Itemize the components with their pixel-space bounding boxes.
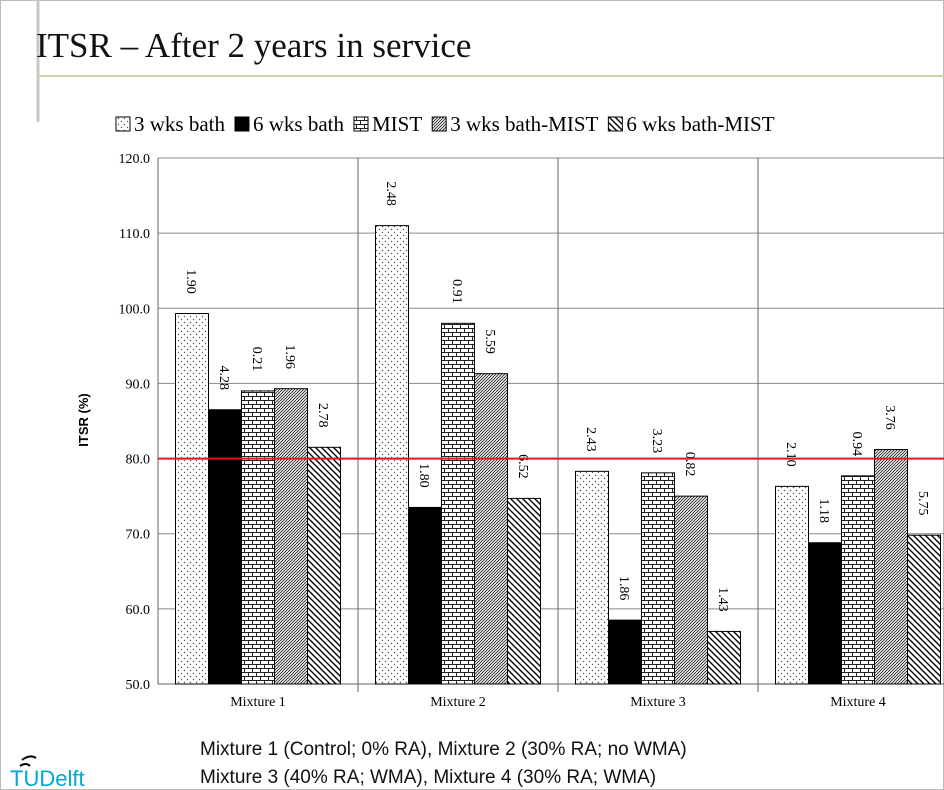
legend-swatch: [115, 116, 131, 132]
legend-swatch: [234, 116, 250, 132]
bar: [575, 470, 609, 685]
bar: [441, 322, 475, 685]
footnote: Mixture 3 (40% RA; WMA), Mixture 4 (30% …: [200, 767, 656, 788]
legend-label: 3 wks bath: [134, 112, 225, 136]
bar: [307, 446, 341, 685]
data-label: 2.43: [583, 427, 598, 452]
data-label: 6.52: [515, 454, 530, 479]
legend-swatch: [353, 116, 369, 132]
data-label: 3.23: [649, 429, 664, 454]
data-label: 2.10: [783, 442, 798, 467]
data-label: 1.90: [183, 269, 198, 294]
legend-label: 6 wks bath: [253, 112, 344, 136]
footnote: Mixture 1 (Control; 0% RA), Mixture 2 (3…: [200, 739, 687, 760]
data-label: 0.82: [682, 452, 697, 477]
y-tick-label: 90.0: [126, 377, 151, 392]
y-tick-label: 100.0: [119, 302, 151, 317]
x-tick-label: Mixture 1: [230, 695, 286, 710]
data-label: 2.48: [383, 181, 398, 206]
legend-label: MIST: [372, 112, 422, 136]
bar: [274, 388, 308, 685]
bar: [208, 409, 242, 685]
bar: [408, 506, 442, 685]
bar: [907, 534, 941, 685]
legend-label: 3 wks bath-MIST: [450, 112, 598, 136]
data-label: 4.28: [216, 365, 231, 390]
x-tick-label: Mixture 3: [630, 695, 686, 710]
bar: [608, 619, 642, 685]
y-tick-label: 70.0: [126, 528, 151, 543]
y-tick-label: 60.0: [126, 603, 151, 618]
data-label: 1.86: [616, 576, 631, 601]
bar: [808, 542, 842, 685]
data-label: 0.94: [849, 432, 864, 457]
bar: [674, 495, 708, 685]
data-label: 1.43: [715, 587, 730, 612]
data-label: 3.76: [882, 405, 897, 430]
x-tick-label: Mixture 4: [830, 695, 886, 710]
legend-swatch: [431, 116, 447, 132]
data-label: 5.59: [482, 329, 497, 354]
logo: TUDelft: [10, 766, 85, 790]
data-label: 1.80: [416, 463, 431, 488]
y-axis-label: ITSR (%): [76, 393, 91, 446]
bar: [375, 225, 409, 685]
slide-title: ITSR – After 2 years in service: [36, 26, 471, 65]
bar: [241, 390, 275, 685]
bar: [874, 449, 908, 685]
data-label: 1.18: [816, 498, 831, 523]
y-tick-label: 80.0: [126, 453, 151, 468]
legend-swatch: [607, 116, 623, 132]
bar: [841, 475, 875, 685]
data-label: 5.75: [915, 491, 930, 516]
data-label: 0.21: [249, 347, 264, 372]
bar: [474, 373, 508, 685]
data-label: 0.91: [449, 279, 464, 304]
bar: [775, 485, 809, 685]
bar: [707, 630, 741, 685]
y-tick-label: 50.0: [126, 678, 151, 693]
y-tick-label: 120.0: [119, 152, 151, 167]
data-label: 2.78: [315, 403, 330, 428]
bar: [175, 313, 209, 685]
logo-flame: [19, 755, 37, 767]
bar: [507, 497, 541, 685]
x-tick-label: Mixture 2: [430, 695, 486, 710]
bar: [641, 472, 675, 685]
data-label: 1.96: [282, 344, 297, 369]
legend-label: 6 wks bath-MIST: [626, 112, 774, 136]
y-tick-label: 110.0: [119, 227, 150, 242]
